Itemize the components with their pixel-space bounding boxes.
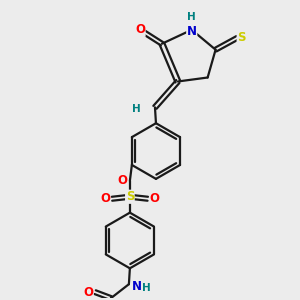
Text: H: H (142, 283, 151, 293)
Text: H: H (132, 104, 140, 114)
Text: O: O (135, 23, 145, 36)
Text: O: O (150, 192, 160, 205)
Text: H: H (188, 12, 196, 22)
Text: O: O (83, 286, 93, 299)
Text: S: S (126, 190, 134, 203)
Text: N: N (132, 280, 142, 293)
Text: O: O (117, 174, 127, 188)
Text: S: S (237, 31, 246, 44)
Text: N: N (187, 25, 197, 38)
Text: O: O (100, 192, 110, 205)
